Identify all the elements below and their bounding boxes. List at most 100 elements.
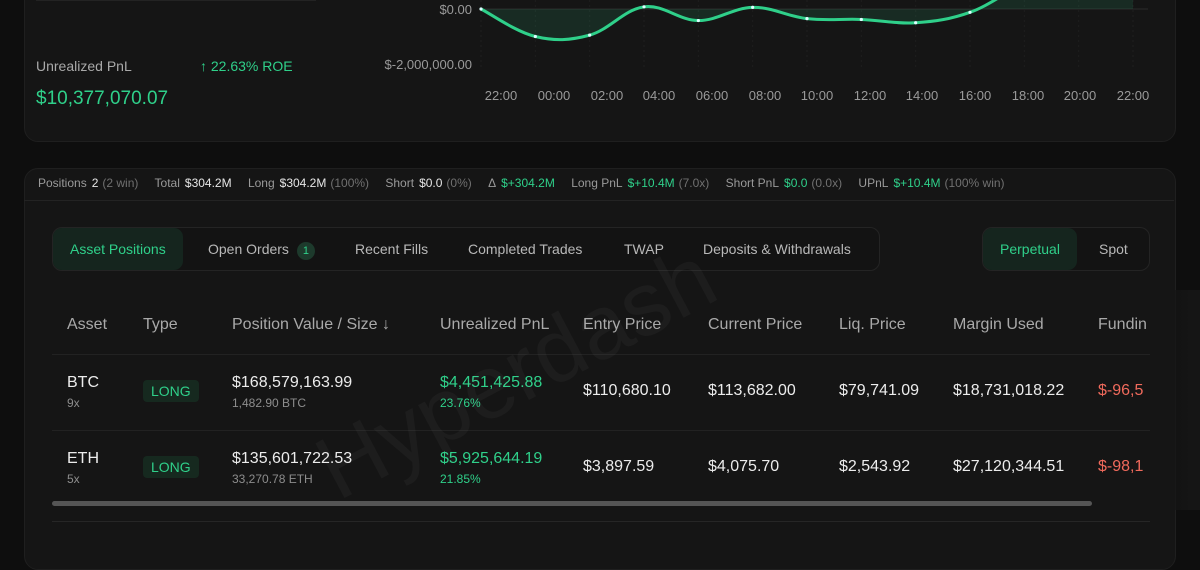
column-header-type[interactable]: Type (143, 316, 178, 333)
stat-value: $0.0 (784, 176, 808, 190)
tab-label: Open Orders (208, 241, 289, 257)
divider (52, 521, 1150, 522)
stat-note: (100%) (330, 176, 370, 190)
column-header-current-price[interactable]: Current Price (708, 316, 803, 333)
asset-symbol: ETH (67, 450, 99, 467)
overflow-fade (1150, 290, 1200, 510)
column-header-funding[interactable]: Fundin (1098, 316, 1147, 333)
stat-label: UPnL (858, 176, 889, 190)
entry-price: $110,680.10 (583, 382, 671, 399)
stat-label: Short (385, 176, 415, 190)
perpetual-toggle[interactable]: Perpetual (983, 228, 1077, 270)
data-point (968, 10, 972, 14)
position-type-badge: LONG (143, 380, 199, 402)
stat-value: $304.2M (184, 176, 232, 190)
data-point (642, 5, 646, 9)
pnl-line-chart[interactable] (0, 0, 1200, 140)
stat-note: (7.0x) (678, 176, 710, 190)
tab-recent-fills[interactable]: Recent Fills (355, 241, 429, 257)
column-header-asset[interactable]: Asset (67, 316, 108, 333)
stat-value: $+10.4M (893, 176, 941, 190)
data-point (479, 7, 483, 11)
stat-value: $304.2M (279, 176, 327, 190)
stat-note: (100% win) (944, 176, 1005, 190)
stat-label: Positions (38, 176, 87, 190)
y-tick-label: $0.00 (439, 2, 472, 17)
liquidation-price: $79,741.09 (839, 382, 920, 399)
margin-used: $27,120,344.51 (953, 458, 1065, 475)
tab-twap[interactable]: TWAP (624, 241, 664, 257)
funding: $-96,5 (1098, 382, 1144, 399)
data-point (696, 18, 700, 23)
data-point (805, 17, 809, 21)
horizontal-scrollbar[interactable] (52, 501, 1092, 506)
x-tick-label: 06:00 (695, 88, 729, 103)
margin-used: $18,731,018.22 (953, 382, 1065, 399)
x-tick-label: 12:00 (853, 88, 887, 103)
leverage: 9x (67, 396, 80, 410)
tab-completed-trades[interactable]: Completed Trades (468, 241, 583, 257)
tab-asset-positions[interactable]: Asset Positions (53, 228, 183, 270)
column-header-entry-price[interactable]: Entry Price (583, 316, 662, 333)
data-point (751, 5, 755, 9)
column-header-margin-used[interactable]: Margin Used (953, 316, 1044, 333)
x-tick-label: 22:00 (1116, 88, 1150, 103)
stat-note: (0.0x) (811, 176, 843, 190)
position-value: $168,579,163.99 (232, 374, 353, 391)
liquidation-price: $2,543.92 (839, 458, 911, 475)
y-tick-label: $-2,000,000.00 (384, 57, 472, 72)
unrealized-pnl: $5,925,644.19 (440, 450, 543, 467)
x-tick-label: 00:00 (537, 88, 571, 103)
data-point (914, 21, 918, 25)
position-type-badge: LONG (143, 456, 199, 478)
unrealized-pnl-value: $10,377,070.07 (36, 88, 169, 109)
data-point (588, 33, 592, 37)
position-size: 33,270.78 ETH (232, 472, 313, 486)
current-price: $4,075.70 (708, 458, 780, 475)
spot-toggle[interactable]: Spot (1099, 241, 1128, 257)
stat-label: Short PnL (725, 176, 780, 190)
entry-price: $3,897.59 (583, 458, 655, 475)
tab-deposits-withdrawals[interactable]: Deposits & Withdrawals (703, 241, 851, 257)
stat-note: (2 win) (102, 176, 139, 190)
column-header-unrealized-pnl[interactable]: Unrealized PnL (440, 316, 550, 333)
stat-label: Long (247, 176, 275, 190)
x-tick-label: 08:00 (748, 88, 782, 103)
x-tick-label: 20:00 (1063, 88, 1097, 103)
x-tick-label: 02:00 (590, 88, 624, 103)
pnl-chart-card (24, 0, 1176, 142)
unrealized-pnl: $4,451,425.88 (440, 374, 543, 391)
x-tick-label: 16:00 (958, 88, 992, 103)
open-orders-count-badge: 1 (296, 242, 315, 260)
unrealized-pnl-percent: 21.85% (440, 472, 481, 486)
leverage: 5x (67, 472, 80, 486)
position-value: $135,601,722.53 (232, 450, 353, 467)
market-type-toggle: Perpetual Spot (982, 227, 1150, 271)
data-point (859, 17, 863, 22)
x-tick-label: 18:00 (1011, 88, 1045, 103)
x-tick-label: 10:00 (800, 88, 834, 103)
position-size: 1,482.90 BTC (232, 396, 307, 410)
delta-icon: Δ (488, 176, 497, 190)
positions-summary-bar: Positions 2 (2 win) Total $304.2M Long $304.… (38, 176, 1018, 190)
row-divider (52, 354, 1150, 355)
unrealized-pnl-percent: 23.76% (440, 396, 481, 410)
pnl-area (481, 0, 1133, 40)
stat-value: $0.0 (419, 176, 443, 190)
tab-open-orders[interactable]: Open Orders 1 (208, 228, 315, 270)
asset-symbol: BTC (67, 374, 99, 391)
divider (24, 200, 1174, 201)
column-header-liq-price[interactable]: Liq. Price (839, 316, 906, 333)
roe-indicator: ↑ 22.63% ROE (200, 58, 293, 74)
x-tick-label: 04:00 (642, 88, 676, 103)
unrealized-pnl-label: Unrealized PnL (36, 58, 132, 74)
data-point (533, 34, 537, 39)
x-tick-label: 22:00 (484, 88, 518, 103)
card-divider (36, 0, 316, 1)
stat-value: $+10.4M (627, 176, 675, 190)
column-header-position-value[interactable]: Position Value / Size ↓ (232, 316, 391, 333)
x-tick-label: 14:00 (905, 88, 939, 103)
current-price: $113,682.00 (708, 382, 796, 399)
positions-tab-bar: Asset Positions Open Orders 1 Recent Fill… (52, 227, 880, 271)
stat-label: Long PnL (571, 176, 623, 190)
